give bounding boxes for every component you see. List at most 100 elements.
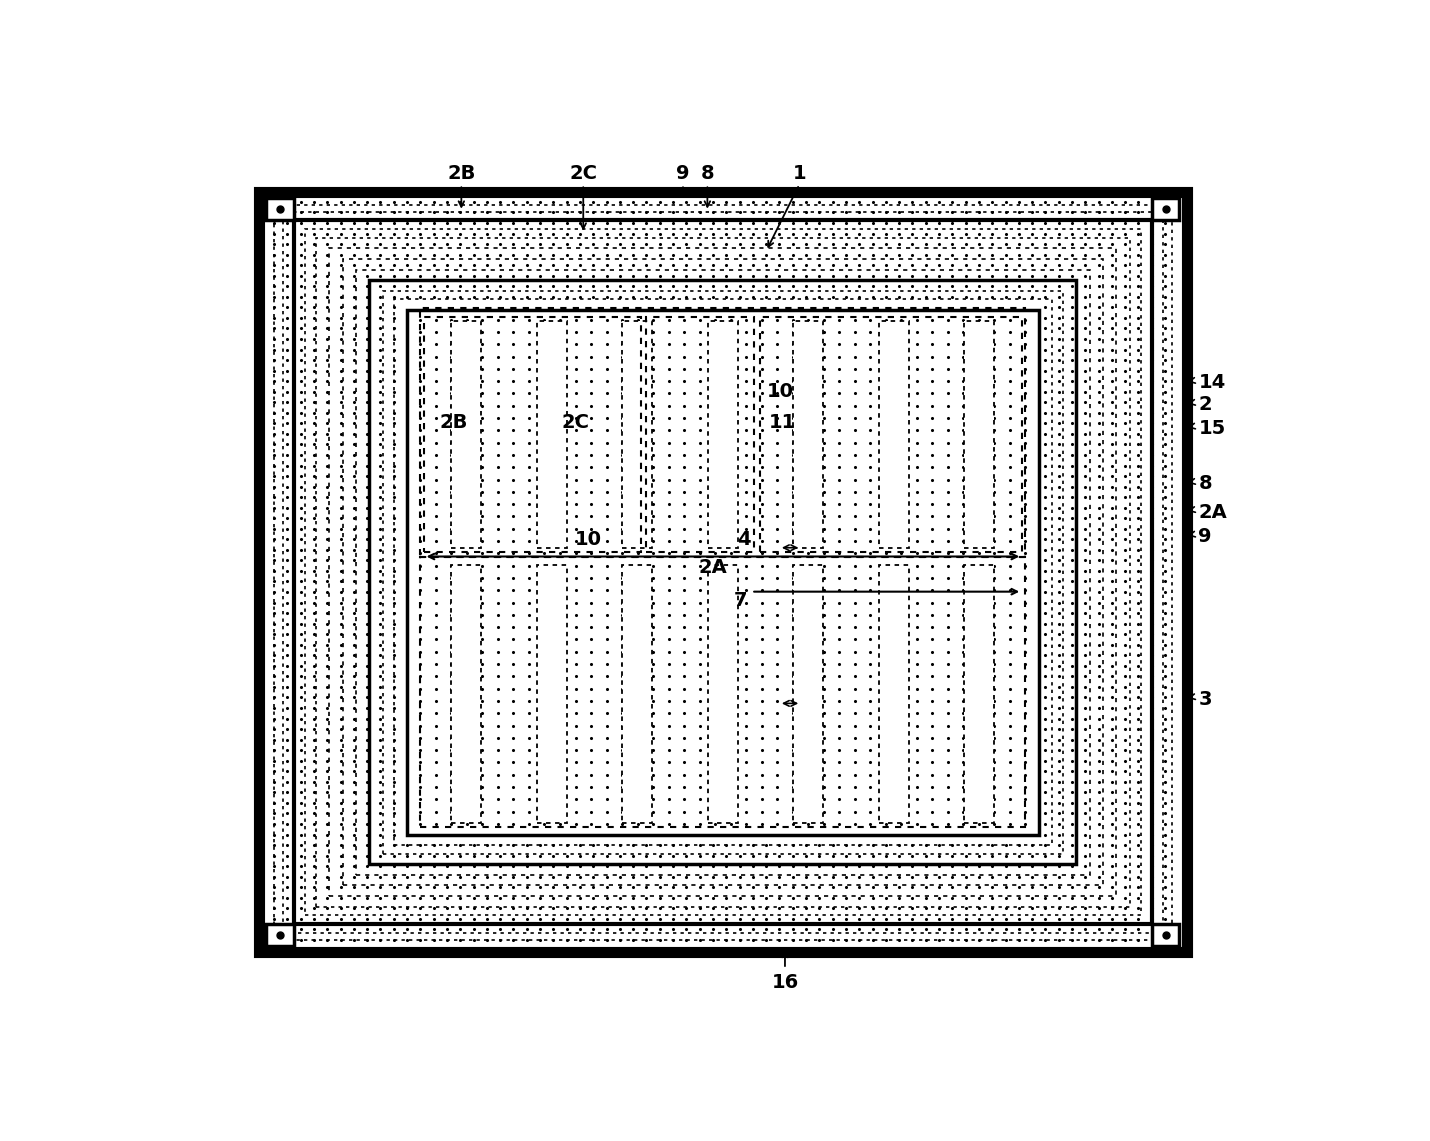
Point [549,704,572,722]
Point [342,921,365,939]
Point [1087,899,1110,917]
Point [563,557,586,575]
Point [582,836,605,855]
Point [952,335,975,354]
Text: 14: 14 [1198,373,1226,393]
Point [1114,698,1137,718]
Point [914,836,937,855]
Point [735,680,758,698]
Point [874,717,897,735]
Point [579,508,602,526]
Point [1074,921,1097,939]
Point [1061,836,1084,855]
Point [518,581,541,599]
Point [1074,362,1097,380]
Point [356,825,379,843]
Point [768,267,791,285]
Point [579,495,602,513]
Point [595,836,618,855]
Point [622,203,645,221]
Point [905,544,928,563]
Point [844,310,867,329]
Point [608,879,631,897]
Point [1140,573,1163,591]
Point [952,680,975,698]
Point [1047,604,1070,622]
Point [914,931,937,949]
Point [781,519,804,537]
Point [848,889,871,907]
Point [741,235,764,253]
Text: 3: 3 [1198,689,1211,709]
Point [828,470,851,488]
Point [1140,741,1163,759]
Point [369,615,392,633]
Point [382,678,405,696]
Point [672,434,695,452]
Point [828,359,851,378]
Point [440,397,463,415]
Bar [393,299,1052,845]
Point [289,804,312,823]
Point [356,867,379,885]
Point [486,778,509,796]
Point [1154,804,1177,823]
Point [1014,434,1037,452]
Point [369,340,392,358]
Point [263,857,286,875]
Point [356,667,379,686]
Point [889,655,912,673]
Point [1140,225,1163,243]
Point [456,741,479,759]
Point [622,213,645,232]
Point [1114,899,1137,917]
Point [835,889,858,907]
Point [859,642,882,661]
Point [1140,615,1163,633]
Point [356,573,379,591]
Point [563,753,586,771]
Point [766,630,789,648]
Point [342,857,365,875]
Point [981,288,1004,306]
Point [1047,288,1070,306]
Point [611,532,633,550]
Point [425,778,448,796]
Point [1087,362,1110,380]
Point [735,802,758,820]
Point [515,921,538,939]
Point [356,288,379,306]
Point [1034,340,1057,358]
Bar [622,322,652,548]
Point [658,532,681,550]
Point [642,630,665,648]
Point [968,421,991,439]
Point [735,791,758,809]
Point [968,310,991,329]
Point [952,791,975,809]
Point [289,467,312,485]
Point [688,203,711,221]
Point [642,544,665,563]
Point [529,867,552,885]
Point [812,459,835,477]
Point [672,446,695,464]
Point [1114,277,1137,296]
Point [303,921,326,939]
Point [704,421,726,439]
Point [844,642,867,661]
Point [342,836,365,855]
Point [642,680,665,698]
Point [844,397,867,415]
Point [828,408,851,427]
Point [569,889,592,907]
Point [579,667,602,686]
Point [595,704,618,722]
Point [821,899,844,917]
Point [396,203,419,221]
Point [704,310,726,329]
Point [440,729,463,747]
Point [409,288,432,306]
Point [518,655,541,673]
Point [688,557,711,575]
